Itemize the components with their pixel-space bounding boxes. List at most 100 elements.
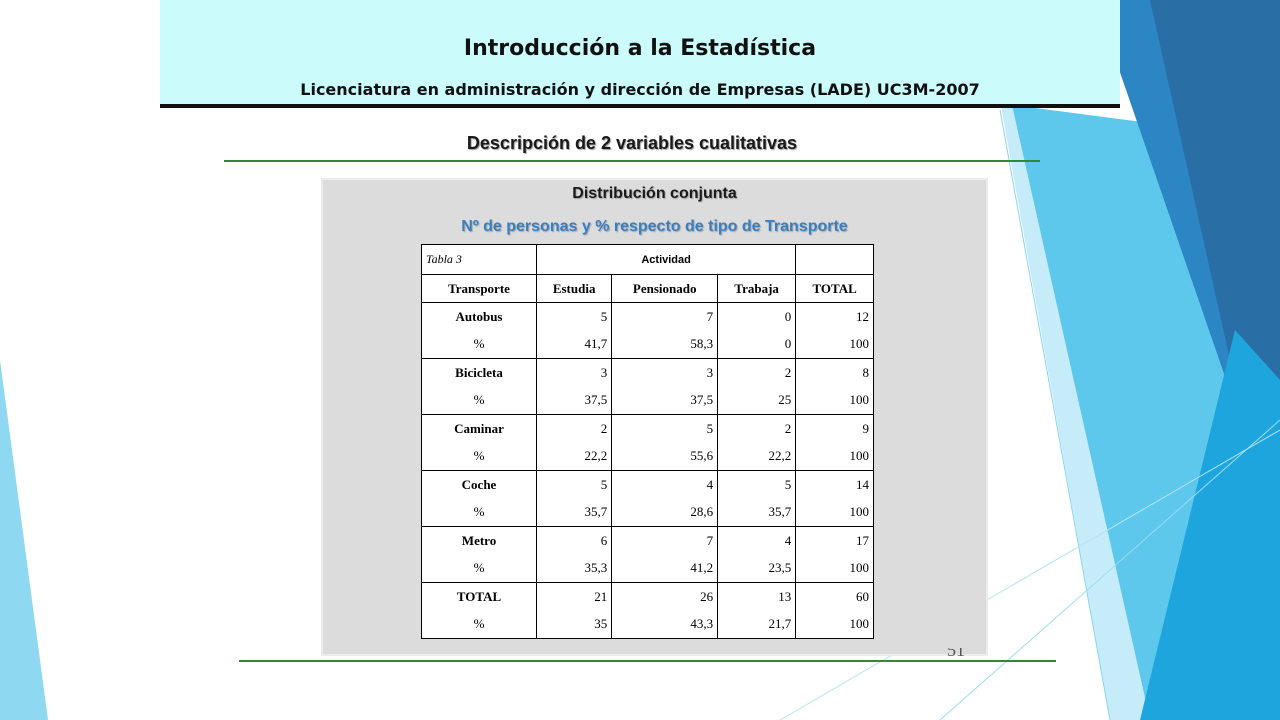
count-cell: 3 [535, 358, 613, 387]
count-cell: 9 [795, 414, 874, 443]
count-cell: 7 [611, 302, 719, 331]
page-subtitle: Licenciatura en administración y direcci… [300, 80, 980, 99]
table-row: Caminar 2 5 2 9 [421, 414, 874, 443]
count-cell: 60 [795, 582, 874, 611]
table-row: Metro 6 7 4 17 [421, 526, 874, 555]
row-label: Coche [421, 470, 537, 499]
table-row: Bicicleta 3 3 2 8 [421, 358, 874, 387]
table-row: Autobus 5 7 0 12 [421, 302, 874, 331]
count-cell: 13 [717, 582, 797, 611]
percent-cell: 43,3 [611, 610, 719, 639]
count-cell: 26 [611, 582, 719, 611]
count-cell: 6 [535, 526, 613, 555]
count-cell: 4 [611, 470, 719, 499]
row-label: Bicicleta [421, 358, 537, 387]
percent-label: % [421, 442, 537, 471]
percent-cell: 22,2 [535, 442, 613, 471]
percent-cell: 100 [795, 330, 874, 359]
percent-cell: 37,5 [535, 386, 613, 415]
percent-cell: 23,5 [717, 554, 797, 583]
deco-thin-line-1 [999, 109, 1111, 720]
row-label: Autobus [421, 302, 537, 331]
percent-cell: 100 [795, 442, 874, 471]
percent-cell: 41,7 [535, 330, 613, 359]
percent-label: % [421, 498, 537, 527]
count-cell: 7 [611, 526, 719, 555]
count-cell: 8 [795, 358, 874, 387]
count-cell: 12 [795, 302, 874, 331]
table-row-percent: % 41,7 58,3 0 100 [421, 330, 874, 359]
percent-cell: 0 [717, 330, 797, 359]
header-rule [160, 104, 1120, 108]
percent-label: % [421, 330, 537, 359]
group-header-actividad: Actividad [535, 244, 797, 275]
column-header: Trabaja [717, 274, 797, 303]
page-number: 51 [947, 648, 965, 659]
table-row-percent: % 35,3 41,2 23,5 100 [421, 554, 874, 583]
percent-label: % [421, 554, 537, 583]
count-cell: 5 [535, 302, 613, 331]
count-cell: 2 [717, 414, 797, 443]
row-label: Caminar [421, 414, 537, 443]
count-cell: 2 [717, 358, 797, 387]
percent-cell: 35,7 [717, 498, 797, 527]
count-cell: 21 [535, 582, 613, 611]
column-header: Transporte [421, 274, 537, 303]
table-row: TOTAL 21 26 13 60 [421, 582, 874, 611]
empty-header-cell [795, 244, 874, 275]
section-title: Descripción de 2 variables cualitativas [466, 133, 798, 153]
panel-subtitle: Nº de personas y % respecto de tipo de T… [461, 218, 848, 235]
count-cell: 2 [535, 414, 613, 443]
count-cell: 4 [717, 526, 797, 555]
deco-thin-line-3 [779, 429, 1280, 720]
percent-label: % [421, 610, 537, 639]
section-divider-bottom [239, 660, 1056, 662]
percent-cell: 55,6 [611, 442, 719, 471]
count-cell: 17 [795, 526, 874, 555]
percent-cell: 35,3 [535, 554, 613, 583]
deco-right-dark-band [1150, 0, 1280, 420]
percent-cell: 58,3 [611, 330, 719, 359]
percent-cell: 100 [795, 498, 874, 527]
count-cell: 5 [717, 470, 797, 499]
count-cell: 0 [717, 302, 797, 331]
deco-right-bright-band [1140, 330, 1280, 720]
percent-cell: 22,2 [717, 442, 797, 471]
table-row-percent: % 37,5 37,5 25 100 [421, 386, 874, 415]
count-cell: 5 [611, 414, 719, 443]
percent-cell: 37,5 [611, 386, 719, 415]
row-label: Metro [421, 526, 537, 555]
percent-cell: 100 [795, 554, 874, 583]
percent-cell: 41,2 [611, 554, 719, 583]
count-cell: 5 [535, 470, 613, 499]
percent-cell: 35,7 [535, 498, 613, 527]
percent-cell: 100 [795, 610, 874, 639]
table-row-percent: % 35,7 28,6 35,7 100 [421, 498, 874, 527]
deco-thin-line-2 [939, 419, 1280, 720]
section-divider-top [224, 160, 1040, 162]
percent-cell: 28,6 [611, 498, 719, 527]
table-row-percent: % 22,2 55,6 22,2 100 [421, 442, 874, 471]
percent-label: % [421, 386, 537, 415]
column-header-row: Transporte Estudia Pensionado Trabaja TO… [421, 274, 874, 303]
percent-cell: 25 [717, 386, 797, 415]
table-caption: Tabla 3 [421, 244, 537, 275]
column-header: TOTAL [795, 274, 874, 303]
row-label: TOTAL [421, 582, 537, 611]
table-row-percent: % 35 43,3 21,7 100 [421, 610, 874, 639]
header-band [160, 0, 1120, 104]
percent-cell: 100 [795, 386, 874, 415]
count-cell: 3 [611, 358, 719, 387]
count-cell: 14 [795, 470, 874, 499]
deco-left-triangle [0, 360, 48, 720]
panel-title: Distribución conjunta [572, 185, 737, 202]
percent-cell: 35 [535, 610, 613, 639]
page-title: Introducción a la Estadística [463, 36, 817, 61]
column-header: Pensionado [611, 274, 719, 303]
table-row: Coche 5 4 5 14 [421, 470, 874, 499]
percent-cell: 21,7 [717, 610, 797, 639]
column-header: Estudia [535, 274, 613, 303]
contingency-table: Tabla 3 Actividad Transporte Estudia Pen… [421, 244, 874, 639]
table-caption-row: Tabla 3 Actividad [421, 244, 874, 275]
